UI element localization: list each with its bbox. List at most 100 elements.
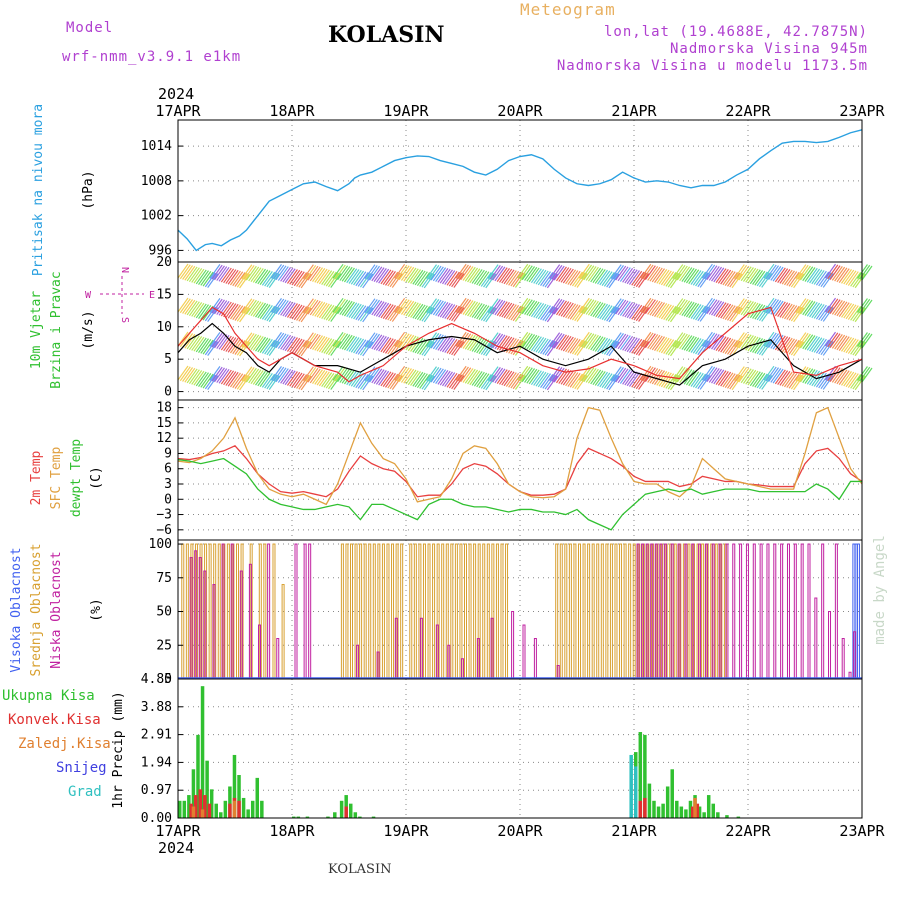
wind-barb (558, 267, 570, 282)
wind-barb (323, 271, 335, 286)
clouds-ytick-label: 0 (164, 672, 172, 687)
wind-barb (715, 370, 727, 385)
wind-barb (683, 335, 695, 351)
wind-barb (179, 366, 191, 382)
wind-barb (382, 270, 394, 285)
cloud-bar (821, 543, 825, 680)
cloud-bar (600, 543, 604, 680)
precip-bar (246, 809, 250, 818)
wind-barb (373, 301, 385, 316)
wind-barb (325, 305, 337, 321)
wind-barb (182, 265, 194, 280)
wind-barb (437, 268, 449, 283)
cloud-bar (605, 543, 609, 680)
wind-barb (234, 374, 246, 389)
wind-barb (403, 266, 415, 282)
wind-barb (248, 266, 260, 282)
wind-barb (264, 271, 276, 287)
wind-barb (697, 306, 709, 322)
wind-barb (635, 340, 647, 356)
wind-barb (565, 269, 577, 285)
wind-barb (626, 303, 638, 319)
wind-barb (204, 272, 216, 288)
wind-barb (332, 331, 344, 347)
wind-barb (250, 301, 262, 317)
wind-barb (818, 305, 830, 321)
wind-barb (606, 340, 618, 356)
meteogram-label: Meteogram (520, 0, 616, 19)
wind-barb (255, 370, 267, 386)
wind-barb (526, 334, 538, 350)
wind-barb (699, 375, 711, 390)
wind-barb (809, 268, 821, 284)
wind-barb (733, 332, 745, 347)
wind-barb (318, 371, 330, 387)
wind-barb (355, 305, 367, 321)
precip-bar (191, 806, 196, 818)
wind-barb (209, 264, 221, 279)
wind-barb (451, 272, 463, 288)
wind-barb (747, 370, 759, 386)
wind-barb (300, 273, 312, 289)
wind-barb (683, 267, 695, 283)
wind-barb (770, 334, 782, 349)
wind-barb (229, 372, 241, 388)
wind-gust-line (177, 306, 863, 383)
wind-barb (243, 367, 255, 382)
wind-barb (391, 375, 403, 390)
wind-barb (291, 270, 303, 286)
precip-bar (232, 800, 237, 818)
wind-barb (740, 334, 752, 350)
wind-barb (239, 273, 251, 289)
cloud-bar (609, 543, 613, 680)
wind-barb (341, 266, 353, 282)
wind-barb (330, 307, 342, 322)
wind-barb (451, 374, 463, 390)
wind-barb (177, 263, 189, 279)
top-date-tick-label: 22APR (725, 102, 771, 120)
wind-barb (590, 369, 602, 385)
wind-barb (428, 299, 440, 314)
wind-barb (487, 298, 499, 313)
bottom-year-label: 2024 (158, 839, 194, 857)
bottom-date-tick-label: 20APR (497, 822, 543, 840)
wind-barb (845, 304, 857, 320)
wind-barb (549, 298, 561, 313)
wind-barb (644, 333, 656, 349)
wind-barb (441, 269, 453, 285)
precip-bar (695, 803, 700, 818)
wind-barb (503, 337, 515, 353)
wind-barb (366, 333, 378, 348)
wind-barb (631, 372, 643, 388)
precip-bar (250, 800, 255, 818)
wind-barb (312, 267, 324, 283)
precip-bar (652, 800, 656, 818)
wind-barb (179, 332, 191, 348)
wind-barb (813, 372, 825, 387)
wind-barb (690, 338, 702, 353)
wind-barb (745, 267, 757, 283)
wind-barb (369, 367, 381, 383)
wind-barb (307, 299, 319, 315)
wind-barb (597, 269, 609, 285)
wind-barb (252, 268, 264, 283)
wind-barb (405, 369, 417, 385)
wind-barb (537, 270, 549, 286)
wind-barb (674, 298, 686, 314)
wind-barb (777, 268, 789, 283)
wind-barb (555, 368, 567, 384)
precip-bar (716, 812, 720, 818)
cloud-unit-label: (%) (89, 598, 104, 621)
cloud-bar (533, 638, 537, 680)
wind-barb (243, 299, 255, 314)
wind-barb (483, 272, 495, 288)
wind-barb (330, 341, 342, 356)
wind-barb (587, 266, 599, 282)
wind-barb (350, 337, 362, 353)
wind-barb (524, 368, 536, 383)
wind-barb (665, 272, 677, 287)
wind-barb (357, 272, 369, 287)
wind-barb (186, 266, 198, 282)
wind-barb (389, 272, 401, 288)
wind-barb (323, 305, 335, 320)
